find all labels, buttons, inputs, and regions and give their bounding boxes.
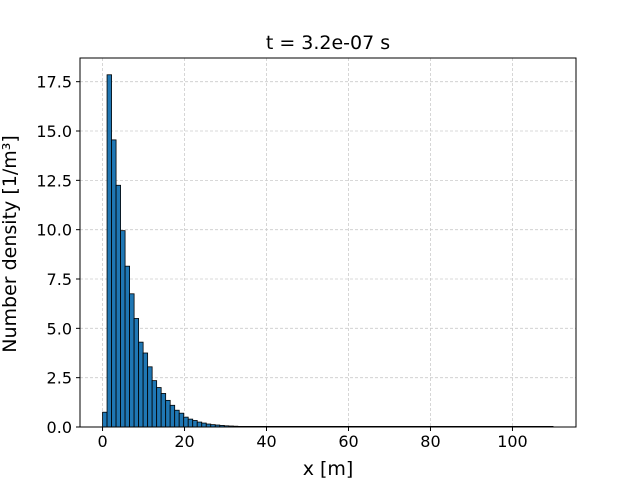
y-tick-label-6: 15.0 [36,122,72,141]
histogram-bar [120,230,126,428]
histogram-bar [111,139,117,428]
histogram-bar [102,411,108,428]
y-axis-label: Number density [1/m³] [0,135,21,353]
histogram-bar [138,341,144,428]
histogram-bar [165,399,171,428]
y-tick-label-3: 7.5 [47,270,72,289]
y-tick-label-2: 5.0 [47,319,72,338]
y-tick-label-7: 17.5 [36,73,72,92]
histogram-bar [142,352,149,428]
y-tick-label-1: 2.5 [47,369,72,388]
chart-title: t = 3.2e-07 s [266,32,390,54]
axes-frame-border [79,57,577,428]
histogram-bar [169,404,176,428]
x-tick-label-0: 0 [97,432,107,451]
histogram-bar [174,409,180,428]
histogram-bar [192,420,198,428]
histogram-bar [196,421,203,428]
x-axis-label: x [m] [303,458,354,480]
histogram-bar [124,265,131,428]
histogram-bar [187,418,194,428]
y-tick-label-4: 10.0 [36,221,72,240]
histogram-bar [160,393,167,428]
x-tick-label-5: 100 [497,432,528,451]
histogram-bar [201,422,207,428]
histogram-bar [115,184,121,428]
x-tick-label-2: 40 [256,432,276,451]
y-tick-label-0: 0.0 [47,418,72,437]
x-tick-label-1: 20 [174,432,194,451]
y-tick-label-5: 12.5 [36,171,72,190]
histogram-bar [147,366,153,428]
histogram-bar [129,293,135,428]
histogram-bar [133,318,140,428]
histogram-bar [151,380,158,428]
x-tick-label-4: 80 [420,432,440,451]
x-tick-label-3: 60 [338,432,358,451]
histogram-bar [106,74,112,428]
histogram-bar [156,387,162,428]
histogram-bar [178,412,185,428]
axes-frame [79,57,577,428]
axis-ticks: 0 20 40 60 80 100 0.0 2.5 5.0 7.5 10.0 12.5 15.0 17.5 [36,73,527,451]
histogram-bar [183,416,189,428]
